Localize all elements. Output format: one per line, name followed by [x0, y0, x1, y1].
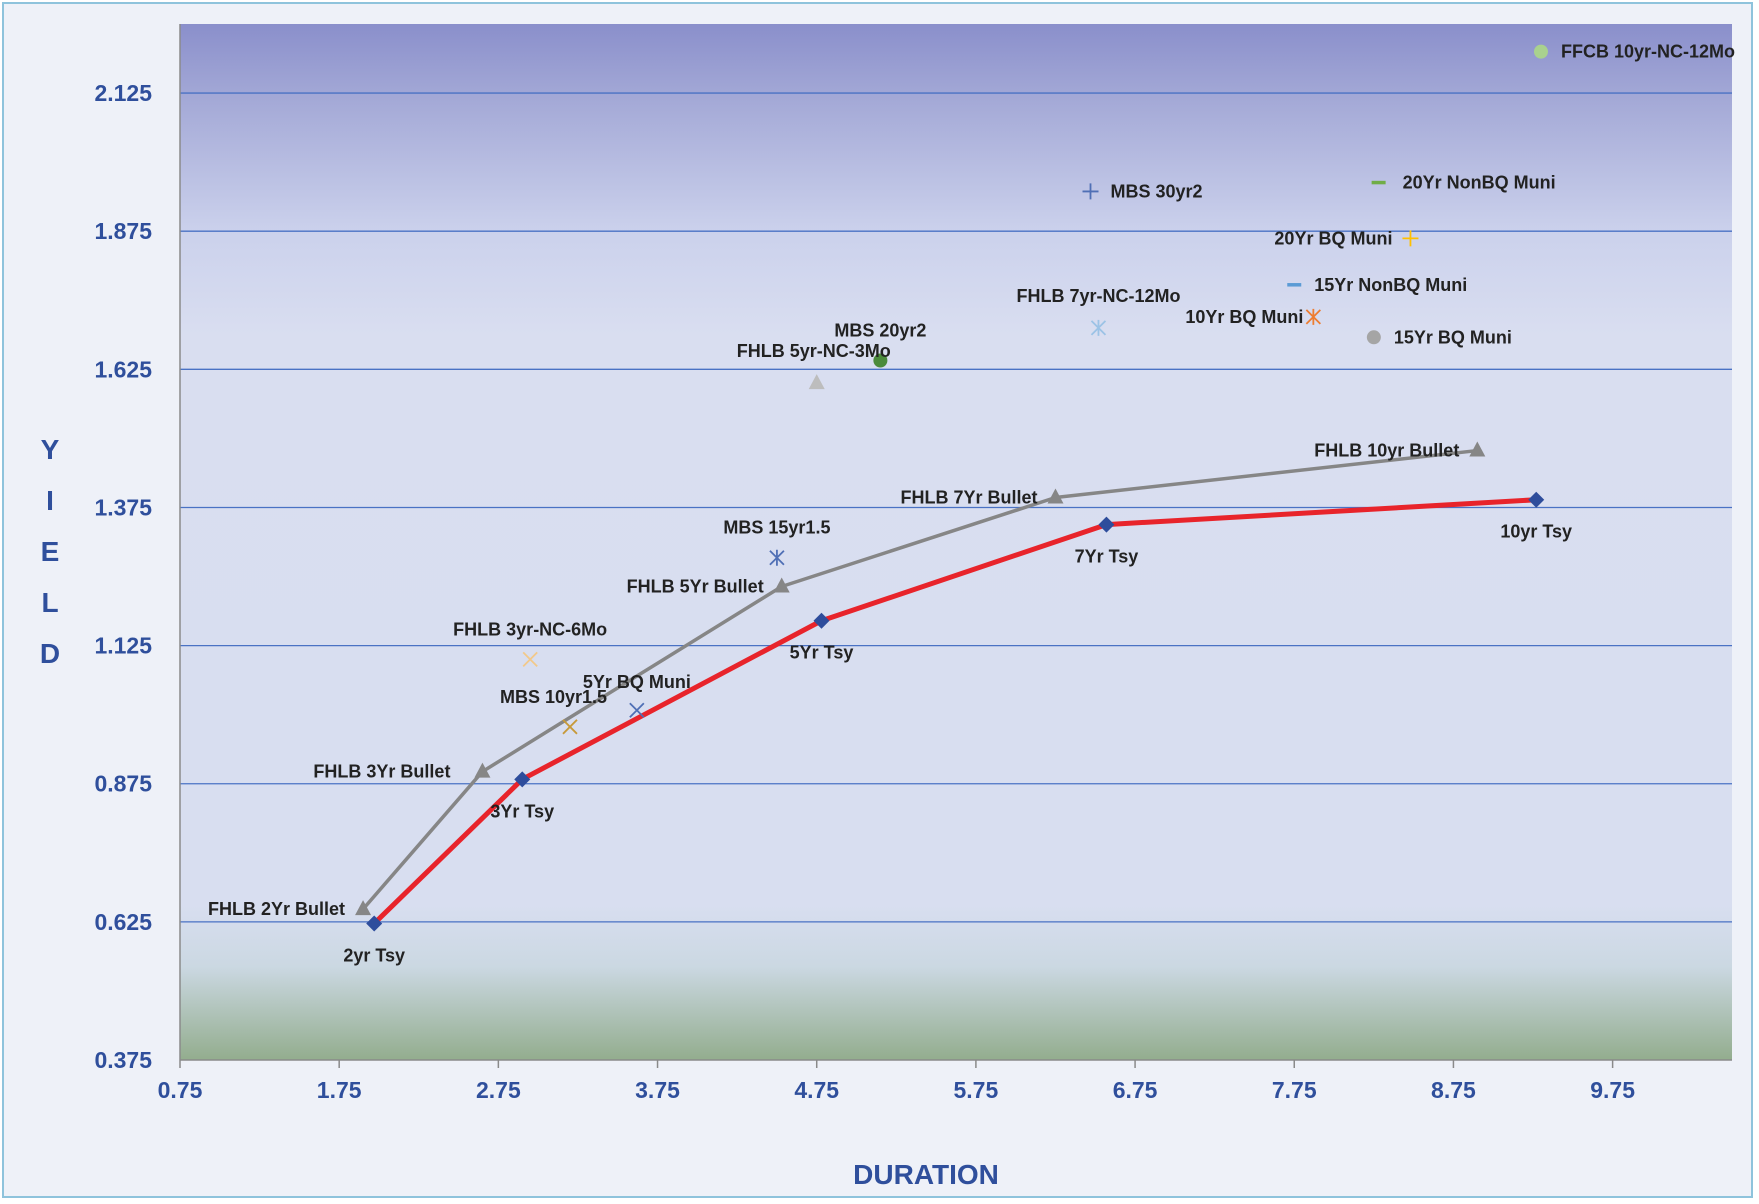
point-label: MBS 20yr2 [834, 320, 926, 340]
marker-diamond [514, 771, 531, 788]
axes: 0.375 0.625 0.875 1.125 1.375 1.625 1.875 2.125… [94, 24, 1732, 1103]
point-label: FHLB 3Yr Bullet [313, 762, 450, 782]
point-label: FHLB 7yr-NC-12Mo [1016, 286, 1180, 306]
point-label: MBS 10yr1.5 [500, 687, 607, 707]
point-label: 15Yr BQ Muni [1394, 327, 1512, 347]
y-tick-label: 1.875 [94, 218, 152, 244]
point-label: 2yr Tsy [343, 946, 405, 966]
marker-star [1305, 308, 1321, 325]
marker-triangle [808, 374, 825, 390]
point-label: 7Yr Tsy [1075, 547, 1139, 567]
point-label: 10Yr BQ Muni [1185, 307, 1303, 327]
point-label: FHLB 5yr-NC-3Mo [737, 341, 891, 361]
marker-triangle [1047, 488, 1064, 504]
x-tick-label: 9.75 [1590, 1077, 1635, 1103]
y-axis-title-letter: I [46, 485, 54, 516]
marker-triangle [1469, 441, 1486, 457]
y-tick-label: 2.125 [94, 80, 152, 106]
x-axis-title: DURATION [853, 1159, 999, 1190]
x-tick-label: 8.75 [1431, 1077, 1476, 1103]
point-label: FHLB 10yr Bullet [1314, 441, 1459, 461]
points [522, 44, 1548, 735]
marker-plus [1082, 183, 1099, 200]
marker-triangle [355, 900, 372, 916]
marker-circle [1366, 330, 1381, 345]
y-tick-label: 1.375 [94, 494, 152, 520]
point-label: 15Yr NonBQ Muni [1314, 275, 1467, 295]
plot-area [180, 24, 1732, 1060]
y-tick-label: 1.625 [94, 356, 152, 382]
y-axis-title-letter: L [41, 587, 58, 618]
point-label: MBS 30yr2 [1111, 181, 1203, 201]
y-tick-label: 1.125 [94, 633, 152, 659]
x-tick-label: 7.75 [1272, 1077, 1317, 1103]
marker-circle [873, 353, 888, 368]
x-tick-label: 4.75 [794, 1077, 839, 1103]
point-labels: 2yr Tsy 3Yr Tsy 5Yr Tsy 7Yr Tsy 10yr Tsy FHLB… [208, 42, 1735, 966]
marker-x [629, 702, 645, 718]
marker-diamond [813, 612, 830, 629]
point-label: FHLB 3yr-NC-6Mo [453, 619, 607, 639]
x-tick-label: 6.75 [1113, 1077, 1158, 1103]
marker-x [522, 651, 538, 668]
point-label: FHLB 7Yr Bullet [900, 488, 1037, 508]
point-label: FHLB 5Yr Bullet [627, 576, 764, 596]
marker-plus [1402, 230, 1419, 247]
series [355, 441, 1545, 932]
marker-circle [1533, 44, 1548, 59]
y-tick-label: 0.375 [94, 1047, 152, 1073]
point-label: 5Yr BQ Muni [583, 672, 691, 692]
point-label: 3Yr Tsy [490, 801, 554, 821]
point-label: 10yr Tsy [1500, 522, 1572, 542]
y-tick-label: 0.875 [94, 771, 152, 797]
y-tick-label: 0.625 [94, 909, 152, 935]
point-label: 20Yr BQ Muni [1274, 228, 1392, 248]
marker-star [769, 549, 785, 566]
x-tick-label: 2.75 [476, 1077, 521, 1103]
x-tick-label: 5.75 [954, 1077, 999, 1103]
point-label: FHLB 2Yr Bullet [208, 899, 345, 919]
marker-diamond [366, 915, 383, 932]
x-tick-label: 1.75 [317, 1077, 362, 1103]
point-label: FFCB 10yr-NC-12Mo [1561, 42, 1735, 62]
y-axis-title-letter: E [41, 536, 60, 567]
chart-svg: 0.375 0.625 0.875 1.125 1.375 1.625 1.875 2.125… [40, 24, 1735, 1190]
x-tick-label: 0.75 [158, 1077, 203, 1103]
marker-star [1090, 319, 1107, 336]
y-axis-title-letter: Y [41, 434, 60, 465]
marker-x [562, 719, 578, 735]
grid-lines [180, 92, 1732, 923]
point-label: 20Yr NonBQ Muni [1403, 173, 1556, 193]
point-label: MBS 15yr1.5 [723, 518, 830, 538]
marker-triangle [773, 577, 790, 593]
y-axis-title-letter: D [40, 638, 60, 669]
marker-diamond [1098, 516, 1115, 533]
marker-diamond [1528, 491, 1545, 508]
x-tick-label: 3.75 [635, 1077, 680, 1103]
marker-triangle [474, 762, 491, 778]
point-label: 5Yr Tsy [790, 643, 854, 663]
